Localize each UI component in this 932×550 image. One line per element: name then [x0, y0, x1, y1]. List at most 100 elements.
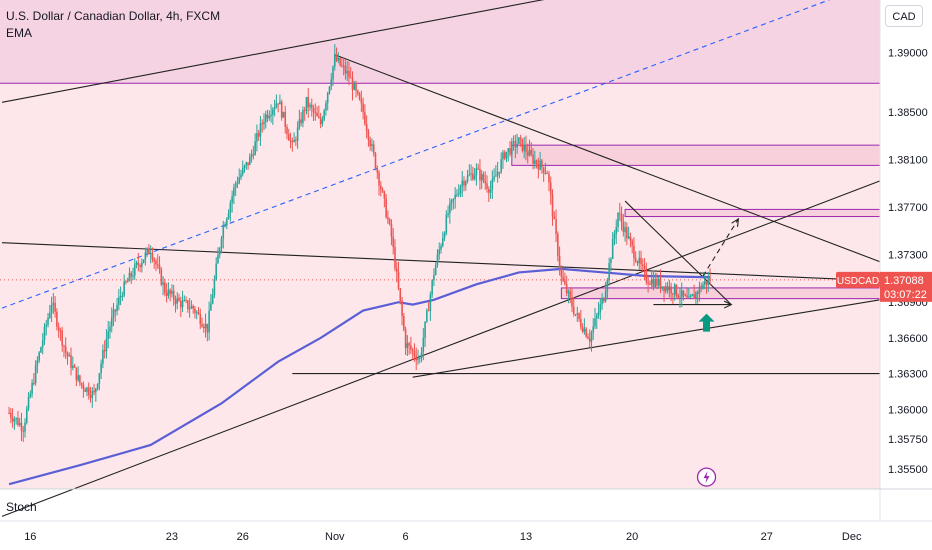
candle-bull: [346, 70, 348, 74]
candle-bull: [38, 352, 40, 361]
candle-bull: [217, 254, 219, 264]
candle-bull: [282, 111, 285, 118]
candle-bear: [463, 180, 465, 186]
candle-bear: [652, 279, 655, 288]
candle-bull: [695, 292, 697, 299]
candle-bull: [433, 274, 435, 281]
candle-bear: [295, 139, 297, 141]
candle-bull: [208, 310, 210, 333]
candle-bear: [633, 245, 635, 259]
candle-bull: [544, 172, 547, 174]
candle-bear: [266, 114, 269, 119]
candle-bull: [226, 218, 228, 226]
candle-bear: [509, 148, 511, 155]
candle-bear: [286, 126, 288, 135]
candle-bull: [243, 165, 246, 168]
candle-bear: [179, 300, 182, 308]
candle-bull: [268, 115, 271, 119]
candle-bear: [139, 265, 141, 267]
projection-line: [702, 218, 739, 277]
candle-bull: [162, 282, 164, 285]
candle-bear: [79, 375, 81, 384]
candle-bear: [75, 367, 78, 381]
candle-bear: [395, 268, 398, 272]
candle-bull: [171, 290, 173, 294]
currency-button[interactable]: CAD: [885, 5, 923, 27]
candle-bear: [372, 144, 375, 154]
candle-bear: [383, 191, 386, 199]
candle-bull: [215, 263, 217, 280]
candle-bear: [498, 171, 501, 173]
candle-bull: [102, 350, 104, 364]
candle-bear: [33, 382, 35, 384]
candle-bull: [459, 186, 462, 194]
candle-bear: [151, 253, 154, 260]
candle-bull: [48, 312, 51, 318]
candle-bull: [100, 363, 102, 374]
candle-bear: [61, 330, 63, 346]
candle-bear: [187, 300, 189, 309]
candle-bear: [341, 65, 343, 67]
candle-bull: [470, 173, 472, 175]
candle-bull: [431, 280, 433, 295]
price-tag-countdown: 03:07:22: [884, 289, 927, 301]
candle-bull: [698, 286, 701, 294]
candle-bull: [418, 357, 421, 359]
candle-bear: [378, 172, 380, 186]
candle-bull: [52, 302, 55, 305]
time-axis[interactable]: 16 23 26 Nov 6 13 20 27 Dec: [24, 531, 862, 543]
price-tick-label: 1.35750: [888, 434, 928, 446]
candle-bull: [429, 294, 432, 311]
candle-bear: [312, 107, 315, 113]
candle-bull: [68, 355, 71, 357]
indicator-label-ema[interactable]: EMA: [6, 26, 33, 40]
candle-bear: [362, 103, 364, 113]
candle-bear: [560, 267, 563, 277]
candle-bull: [615, 227, 618, 235]
candle-bear: [247, 162, 249, 165]
candle-bear: [675, 284, 678, 296]
price-axis[interactable]: 1.390001.385001.381001.377001.373001.369…: [888, 47, 928, 475]
candle-bull: [188, 308, 191, 310]
candle-bull: [456, 194, 458, 196]
candle-bear: [572, 306, 575, 314]
time-tick-label: 27: [761, 531, 773, 543]
candle-bull: [25, 408, 28, 423]
candle-bull: [665, 286, 667, 292]
chart-header: U.S. Dollar / Canadian Dollar, 4h, FXCM …: [6, 8, 220, 42]
candle-bull: [493, 176, 495, 180]
candle-bull: [254, 141, 256, 155]
time-tick-label: 20: [626, 531, 638, 543]
candle-bull: [511, 141, 513, 155]
candle-bull: [133, 264, 136, 276]
candle-bear: [257, 133, 260, 137]
symbol-title[interactable]: U.S. Dollar / Canadian Dollar, 4h, FXCM: [6, 9, 221, 23]
candle-bull: [332, 66, 334, 80]
candle-bear: [670, 286, 672, 294]
candle-bear: [252, 154, 255, 156]
price-tick-label: 1.37300: [888, 250, 928, 262]
price-tick-label: 1.36000: [888, 404, 928, 416]
candle-bear: [351, 78, 354, 90]
candle-bull: [132, 275, 134, 277]
candle-bull: [528, 149, 531, 156]
stoch-pane-label[interactable]: Stoch: [6, 500, 37, 514]
candle-bull: [516, 143, 518, 148]
candle-bear: [622, 222, 625, 233]
candle-bear: [82, 384, 85, 390]
candle-bull: [95, 388, 97, 393]
candle-bull: [43, 326, 46, 341]
candle-bull: [440, 245, 442, 250]
candle-bull: [466, 175, 469, 182]
candle-bull: [523, 145, 525, 151]
candle-bull: [231, 196, 233, 204]
candle-bear: [192, 306, 194, 309]
candle-bear: [709, 278, 711, 282]
candle-bull: [105, 338, 108, 352]
candle-bear: [20, 422, 23, 431]
candle-bear: [562, 276, 564, 281]
candle-bear: [486, 183, 488, 190]
candle-bull: [325, 103, 327, 111]
candle-bull: [592, 326, 595, 333]
